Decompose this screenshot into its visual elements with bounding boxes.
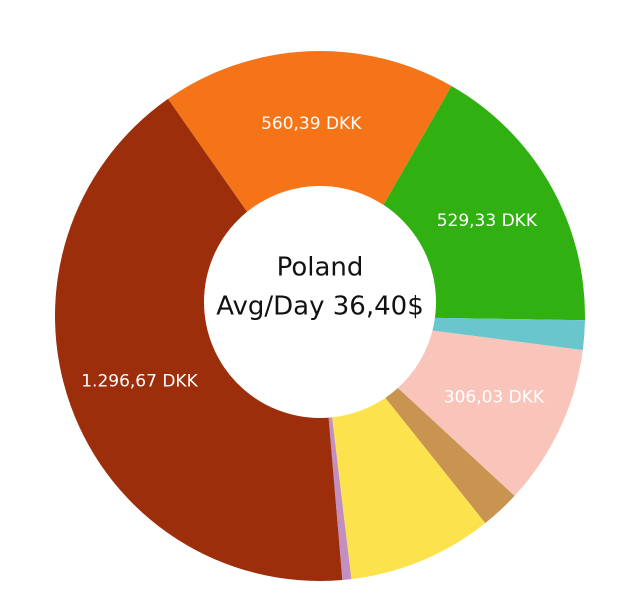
slice-label-7: 1.296,67 DKK [81,371,198,391]
donut-hole [204,186,436,418]
center-title: Poland [277,253,364,283]
slice-label-0: 560,39 DKK [261,114,362,134]
slice-label-1: 529,33 DKK [437,211,538,231]
labels-group: 560,39 DKK 529,33 DKK 306,03 DKK 1.296,67 D… [81,114,545,407]
slice-0[interactable] [168,50,452,316]
center-subtitle: Avg/Day 36,40$ [216,292,424,322]
slice-7[interactable] [54,98,343,581]
slice-label-3: 306,03 DKK [444,387,545,407]
